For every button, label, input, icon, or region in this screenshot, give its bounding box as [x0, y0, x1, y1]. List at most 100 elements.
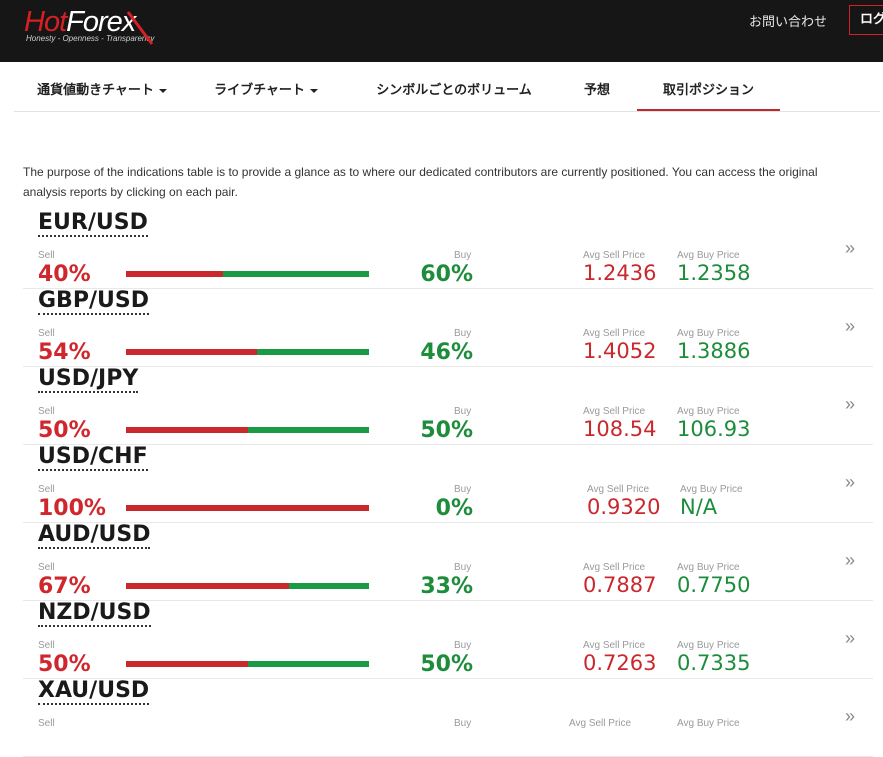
tab-price-movement-chart[interactable]: 通貨値動きチャート: [14, 73, 190, 111]
tab-label: ライブチャート: [214, 83, 305, 98]
avg-sell-price-value: 0.7887: [583, 573, 657, 597]
sell-ratio-fill: [126, 661, 248, 667]
buy-label: Buy: [454, 640, 472, 651]
avg-sell-price-value: 108.54: [583, 417, 657, 441]
avg-sell-price-label: Avg Sell Price: [583, 250, 646, 261]
double-chevron-right-icon[interactable]: »: [845, 706, 856, 726]
avg-sell-price-value: 1.2436: [583, 261, 657, 285]
sell-label: Sell: [38, 328, 55, 339]
tab-label: 通貨値動きチャート: [37, 83, 154, 98]
pair-row[interactable]: XAU/USD Sell Buy Avg Sell Price Avg Buy Pric…: [23, 679, 873, 757]
buy-percentage: 50%: [420, 418, 473, 443]
pair-name-link[interactable]: USD/CHF: [38, 444, 148, 471]
avg-buy-price-value: 0.7750: [677, 573, 751, 597]
sell-percentage: 54%: [38, 340, 91, 365]
logo-hot-text: Hot: [24, 6, 67, 38]
avg-sell-price-value: 1.4052: [583, 339, 657, 363]
pair-row[interactable]: EUR/USD Sell Buy Avg Sell Price Avg Buy Pric…: [23, 211, 873, 289]
buy-percentage: 46%: [420, 340, 473, 365]
buy-percentage: 0%: [435, 496, 473, 521]
sell-percentage: 50%: [38, 652, 91, 677]
logo-forex-text: Forex: [66, 6, 136, 38]
avg-buy-price-value: 0.7335: [677, 651, 751, 675]
sell-label: Sell: [38, 718, 55, 729]
pair-name-link[interactable]: XAU/USD: [38, 678, 150, 705]
avg-buy-price-value: N/A: [680, 495, 718, 519]
logo-tagline: Honesty - Openness - Transparency: [26, 34, 155, 43]
double-chevron-right-icon[interactable]: »: [845, 316, 856, 336]
sell-percentage: 50%: [38, 418, 91, 443]
buy-percentage: 60%: [420, 262, 473, 287]
pair-name-link[interactable]: EUR/USD: [38, 210, 148, 237]
avg-buy-price-label: Avg Buy Price: [680, 484, 743, 495]
avg-sell-price-label: Avg Sell Price: [569, 718, 632, 729]
logo-swoosh-icon: [126, 11, 154, 45]
double-chevron-right-icon[interactable]: »: [845, 238, 856, 258]
avg-buy-price-label: Avg Buy Price: [677, 562, 740, 573]
caret-down-icon: [158, 88, 167, 93]
sell-ratio-fill: [126, 505, 369, 511]
caret-down-icon: [309, 88, 318, 93]
pair-name-link[interactable]: AUD/USD: [38, 522, 151, 549]
double-chevron-right-icon[interactable]: »: [845, 628, 856, 648]
sell-label: Sell: [38, 250, 55, 261]
buy-percentage: 50%: [420, 652, 473, 677]
pair-name-link[interactable]: NZD/USD: [38, 600, 151, 627]
avg-buy-price-label: Avg Buy Price: [677, 640, 740, 651]
avg-sell-price-label: Avg Sell Price: [583, 406, 646, 417]
sell-buy-ratio-bar: [126, 271, 369, 277]
avg-sell-price-label: Avg Sell Price: [583, 640, 646, 651]
login-button[interactable]: ログイン: [849, 5, 883, 35]
top-navigation-bar: HotForex Honesty - Openness - Transparen…: [0, 0, 883, 62]
pair-row[interactable]: USD/CHF Sell Buy Avg Sell Price Avg Buy Pric…: [23, 445, 873, 523]
pair-row[interactable]: AUD/USD Sell Buy Avg Sell Price Avg Buy Pric…: [23, 523, 873, 601]
buy-label: Buy: [454, 718, 472, 729]
pair-name-link[interactable]: GBP/USD: [38, 288, 149, 315]
avg-sell-price-label: Avg Sell Price: [583, 562, 646, 573]
pair-row[interactable]: GBP/USD Sell Buy Avg Sell Price Avg Buy Pric…: [23, 289, 873, 367]
buy-label: Buy: [454, 328, 472, 339]
pair-row[interactable]: NZD/USD Sell Buy Avg Sell Price Avg Buy Pric…: [23, 601, 873, 679]
pair-row[interactable]: USD/JPY Sell Buy Avg Sell Price Avg Buy Pric…: [23, 367, 873, 445]
avg-sell-price-label: Avg Sell Price: [583, 328, 646, 339]
avg-sell-price-label: Avg Sell Price: [587, 484, 650, 495]
sell-percentage: 40%: [38, 262, 91, 287]
avg-buy-price-label: Avg Buy Price: [677, 250, 740, 261]
sell-label: Sell: [38, 640, 55, 651]
avg-buy-price-label: Avg Buy Price: [677, 406, 740, 417]
sell-label: Sell: [38, 406, 55, 417]
intro-description: The purpose of the indications table is …: [23, 165, 818, 199]
tab-bar: 通貨値動きチャート ライブチャート シンボルごとのボリューム 予想 取引ポジショ…: [14, 73, 880, 112]
sell-ratio-fill: [126, 583, 289, 589]
double-chevron-right-icon[interactable]: »: [845, 472, 856, 492]
logo-wordmark: HotForex: [24, 6, 136, 39]
sell-label: Sell: [38, 562, 55, 573]
tab-live-chart[interactable]: ライブチャート: [200, 73, 332, 111]
contact-link[interactable]: お問い合わせ: [749, 15, 828, 30]
tab-forecast[interactable]: 予想: [574, 73, 620, 111]
sell-buy-ratio-bar: [126, 583, 369, 589]
double-chevron-right-icon[interactable]: »: [845, 394, 856, 414]
tab-label: 予想: [583, 83, 610, 98]
avg-buy-price-value: 1.2358: [677, 261, 751, 285]
sell-label: Sell: [38, 484, 55, 495]
avg-buy-price-value: 1.3886: [677, 339, 751, 363]
tab-label: 取引ポジション: [662, 83, 754, 98]
buy-label: Buy: [454, 250, 472, 261]
hotforex-logo[interactable]: HotForex Honesty - Openness - Transparen…: [24, 6, 164, 50]
sell-percentage: 100%: [38, 496, 106, 521]
sell-ratio-fill: [126, 427, 248, 433]
sell-buy-ratio-bar: [126, 505, 369, 511]
sell-ratio-fill: [126, 349, 258, 355]
tab-trading-positions[interactable]: 取引ポジション: [637, 73, 780, 111]
tab-volume-by-symbol[interactable]: シンボルごとのボリューム: [364, 73, 544, 111]
buy-percentage: 33%: [420, 574, 473, 599]
avg-buy-price-label: Avg Buy Price: [677, 718, 740, 729]
pair-name-link[interactable]: USD/JPY: [38, 366, 139, 393]
avg-sell-price-value: 0.7263: [583, 651, 657, 675]
buy-label: Buy: [454, 406, 472, 417]
avg-buy-price-value: 106.93: [677, 417, 751, 441]
sell-ratio-fill: [126, 271, 224, 277]
buy-label: Buy: [454, 484, 472, 495]
double-chevron-right-icon[interactable]: »: [845, 550, 856, 570]
